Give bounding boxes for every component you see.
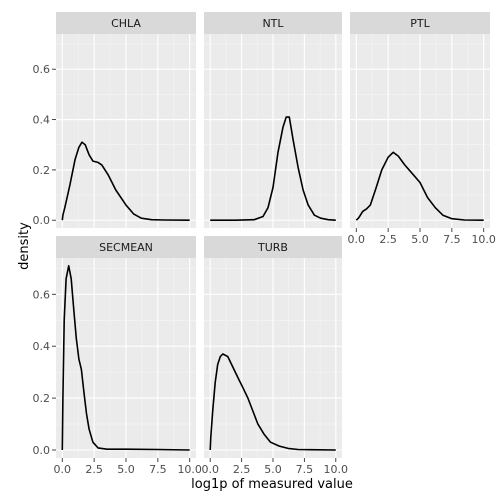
density-curve-turb (209, 353, 336, 451)
x-tick-label: 2.5 (85, 463, 103, 476)
x-tick-label: 10.0 (471, 233, 496, 246)
facet-panels: CHLA NTL PTL SECMEAN TURB (56, 12, 490, 458)
facet-strip-label: NTL (262, 17, 284, 30)
facet-strip-label: TURB (257, 241, 288, 254)
facet-panel-secmean: SECMEAN (56, 236, 196, 458)
facet-strip (56, 12, 196, 34)
facet-strip-label: CHLA (111, 17, 141, 30)
y-tick-label: 0.6 (33, 288, 51, 301)
x-tick-label: 0.0 (54, 463, 72, 476)
density-curve-ptl (355, 151, 484, 221)
y-tick-label: 0.0 (33, 214, 51, 227)
facet-strip (56, 236, 196, 258)
x-tick-label: 0.0 (348, 233, 366, 246)
x-tick-label: 2.5 (233, 463, 251, 476)
density-curve-secmean (61, 265, 190, 451)
y-tick-label: 0.4 (33, 340, 51, 353)
axes: 0.00.20.40.60.0 2.5 5.0 7.5 10.00.00.20.40.6… (33, 63, 496, 476)
y-axis-title: density (17, 222, 32, 270)
x-tick-label: 7.5 (443, 233, 461, 246)
facet-panel-chla: CHLA (56, 12, 196, 228)
facet-panel-turb: TURB (204, 236, 342, 458)
facet-panel-ntl: NTL (204, 12, 342, 228)
density-curve-ntl (210, 116, 336, 221)
y-tick-label: 0.2 (33, 392, 51, 405)
x-tick-label: 7.5 (149, 463, 167, 476)
facet-strip-label: SECMEAN (99, 241, 153, 254)
facet-panel-ptl: PTL (350, 12, 490, 228)
x-tick-label: 10.0 (177, 463, 202, 476)
x-tick-label: 0.0 (201, 463, 219, 476)
facet-strip (350, 12, 490, 34)
x-tick-label: 5.0 (411, 233, 429, 246)
facet-strip-label: PTL (410, 17, 430, 30)
x-tick-label: 7.5 (296, 463, 314, 476)
facet-strip (204, 12, 342, 34)
y-tick-label: 0.6 (33, 63, 51, 76)
x-tick-label: 10.0 (324, 463, 349, 476)
density-curve-chla (61, 141, 190, 221)
x-tick-label: 2.5 (379, 233, 397, 246)
y-tick-label: 0.0 (33, 444, 51, 457)
x-tick-label: 5.0 (264, 463, 282, 476)
x-tick-label: 5.0 (117, 463, 135, 476)
x-axis-title: log1p of measured value (191, 477, 353, 492)
y-tick-label: 0.2 (33, 164, 51, 177)
facet-strip (204, 236, 342, 258)
y-tick-label: 0.4 (33, 114, 51, 127)
